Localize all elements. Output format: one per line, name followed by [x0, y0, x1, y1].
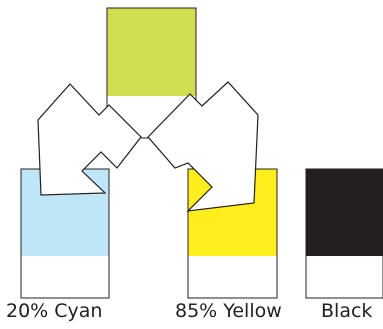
black-outline [305, 168, 383, 299]
cyan-label: 20% Cyan [6, 300, 103, 322]
cyan-white-area [21, 256, 109, 298]
black-swatch [305, 168, 383, 299]
black-white-area [306, 256, 383, 298]
yellow-white-area [188, 256, 277, 298]
source-color-fill [107, 8, 196, 96]
black-label: Black [321, 300, 373, 322]
arrow-down-right-icon [147, 81, 259, 212]
black-color-fill [306, 169, 383, 256]
yellow-label: 85% Yellow [175, 300, 282, 322]
arrow-down-left-icon [37, 83, 142, 196]
yellow-swatch [187, 168, 278, 299]
